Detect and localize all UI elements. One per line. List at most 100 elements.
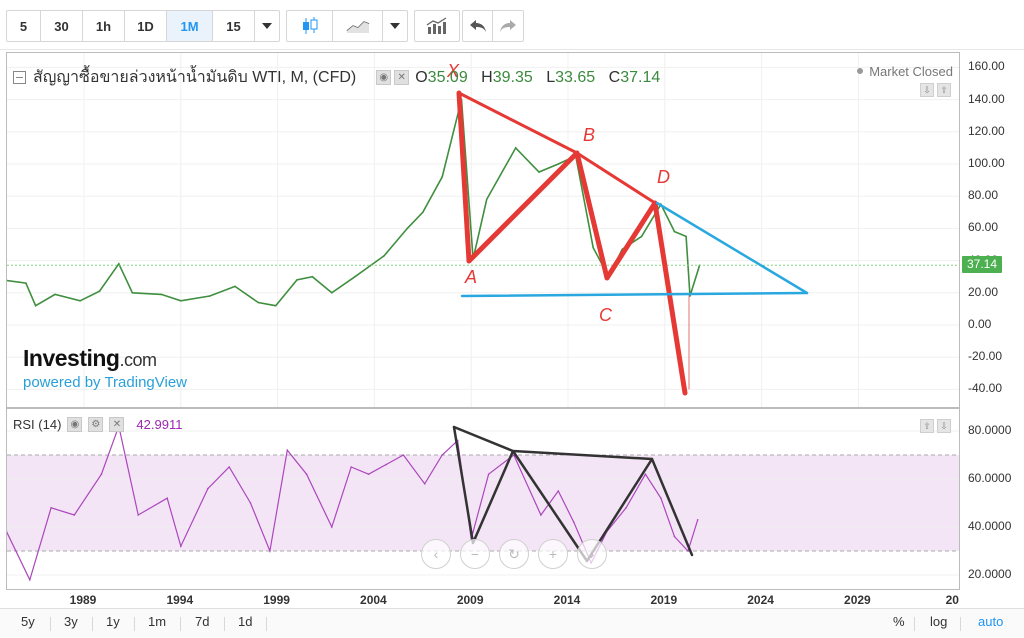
price-point [406,227,409,230]
rsi-axis-label: 80.0000 [968,423,1012,437]
time-axis-label: 2014 [553,593,581,607]
rsi-series-line [7,424,699,582]
pattern-letter: C [599,305,613,325]
divider [92,617,93,631]
rsi-point [305,473,308,475]
price-axis-label: -20.00 [968,349,1003,364]
close-icon[interactable]: ✕ [394,70,410,85]
pattern-letter: B [583,125,595,145]
auto-scale-button[interactable]: auto [978,614,1004,629]
time-axis[interactable]: 1989 1994 1999 2004 2009 2014 2019 2024 2029 20 [6,590,960,608]
scroll-right-button[interactable]: › [577,539,607,569]
price-point [383,254,385,257]
range-1d[interactable]: 1d [238,614,253,629]
range-7d[interactable]: 7d [195,614,210,629]
gear-icon[interactable]: ⚙ [88,417,104,432]
rsi-point [331,526,333,528]
collapse-legend-icon[interactable] [13,71,26,84]
range-bar: 5y 3y 1y 1m 7d 1d % log auto [0,608,1024,638]
eye-icon[interactable]: ◉ [67,417,83,432]
log-scale-button[interactable]: log [930,614,948,629]
interval-1h[interactable]: 1h [83,11,125,41]
undo-button[interactable] [463,11,493,41]
interval-15[interactable]: 15 [213,11,255,41]
chevron-left-icon: ‹ [433,546,439,562]
price-point [25,282,27,284]
price-point [640,235,643,238]
candlestick-button[interactable] [287,11,333,41]
scroll-left-button[interactable]: ‹ [421,539,451,569]
chart-style-dropdown[interactable] [383,11,407,41]
percent-scale-button[interactable]: % [893,614,905,629]
pattern-letter: X [682,405,696,408]
interval-dropdown[interactable] [255,11,279,41]
rsi-point [441,454,443,456]
price-point [209,295,211,297]
reset-button[interactable]: ↻ [499,539,529,569]
range-1m[interactable]: 1m [148,614,167,629]
price-axis-label: 60.00 [968,220,999,235]
undo-icon [469,20,486,32]
chart-style-group [286,10,408,42]
price-point [557,163,560,165]
price-point [54,293,56,296]
time-axis-label: 1989 [69,593,97,607]
price-point [354,275,356,278]
zoom-in-button[interactable]: + [538,539,568,569]
range-5y[interactable]: 5y [21,614,35,629]
time-axis-label: 2004 [360,593,387,607]
redo-button[interactable] [493,11,523,41]
price-point [689,295,691,297]
price-chart-canvas[interactable]: X A B C D X [7,53,960,408]
rsi-point [385,463,387,466]
arrow-down-icon[interactable]: ⇩ [937,419,951,433]
divider [180,617,181,631]
price-point [441,176,443,178]
high-label: H [481,68,493,86]
rsi-axis-label: 20.0000 [968,567,1012,581]
eye-icon[interactable]: ◉ [376,70,392,85]
indicators-button[interactable] [415,11,459,41]
triangle-resistance-line [655,201,809,295]
divider [224,617,225,631]
branding: Investing.com powered by TradingView [23,345,187,391]
rsi-band-fill [7,455,959,551]
rsi-point [660,497,662,499]
ohlc-values: O35.09 H39.35 L33.65 C37.14 [415,69,669,87]
price-pane[interactable]: X A B C D X สัญญาซื้อขายล่วงหน้าน้ำมันดิบ WTI… [6,52,960,408]
zoom-out-button[interactable]: − [460,539,490,569]
logo-text: Investing [23,345,120,371]
price-point [592,246,594,249]
line-chart-button[interactable] [333,11,383,41]
rsi-point [100,473,103,475]
interval-1m[interactable]: 1M [167,11,213,41]
redo-icon [500,20,516,32]
price-axis-label: 100.00 [968,156,1005,170]
rsi-point [50,507,52,509]
price-point [331,292,333,294]
range-3y[interactable]: 3y [64,614,78,629]
rsi-point [137,514,140,516]
price-axis-label: 120.00 [968,123,1005,138]
history-group [462,10,524,42]
rsi-pane[interactable]: RSI (14) ◉ ⚙ ✕ 42.9911 ⇧ ⇩ ‹ − ↻ + › [6,408,960,590]
interval-1d[interactable]: 1D [125,11,167,41]
price-axis[interactable]: 160.00140.00120.00100.0080.0060.0040.002… [960,52,1024,408]
rsi-point [228,466,230,468]
interval-5[interactable]: 5 [7,11,41,41]
price-pane-arrows: ⇩ ⇧ [920,83,951,97]
arrow-up-icon[interactable]: ⇧ [920,419,934,433]
instrument-title: สัญญาซื้อขายล่วงหน้าน้ำมันดิบ WTI, M, (C… [33,69,357,86]
interval-30[interactable]: 30 [41,11,83,41]
rsi-point [687,550,689,552]
rsi-axis[interactable]: 80.0000 60.0000 40.0000 20.0000 [960,408,1024,590]
arrow-down-icon[interactable]: ⇩ [920,83,934,97]
indicators-icon [426,17,447,34]
range-1y[interactable]: 1y [106,614,120,629]
pattern-upper-line [457,91,657,205]
rsi-point [625,507,627,509]
close-icon[interactable]: ✕ [109,417,125,432]
high-value: 39.35 [492,68,533,86]
arrow-up-icon[interactable]: ⇧ [937,83,951,97]
price-point [685,235,687,238]
